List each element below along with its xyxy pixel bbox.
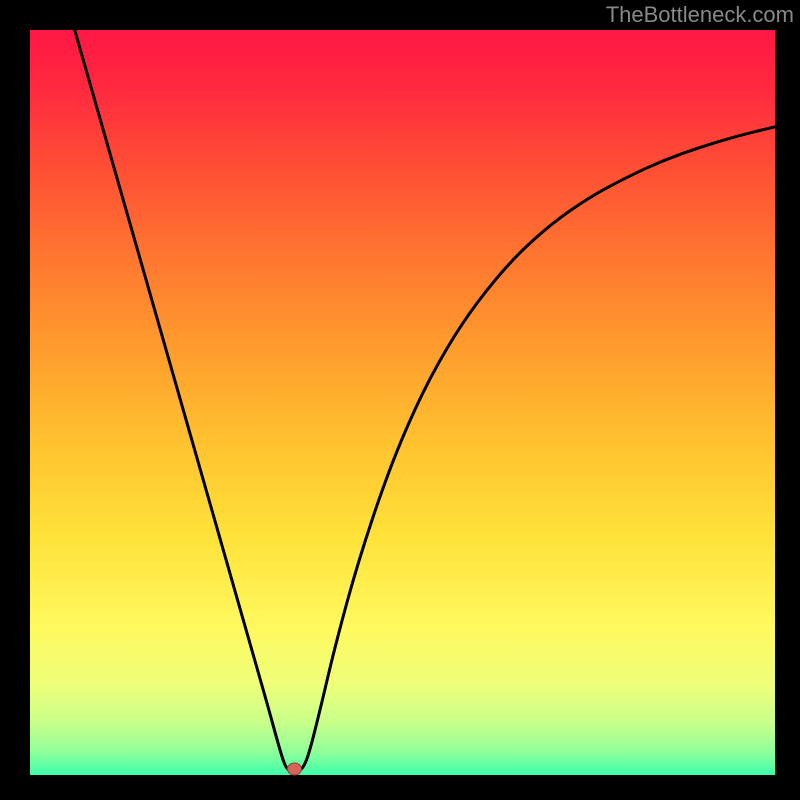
watermark-text: TheBottleneck.com [606, 2, 794, 28]
chart-container: TheBottleneck.com [0, 0, 800, 800]
optimal-point-marker [287, 763, 301, 775]
bottleneck-chart [0, 0, 800, 800]
plot-background [30, 30, 775, 775]
